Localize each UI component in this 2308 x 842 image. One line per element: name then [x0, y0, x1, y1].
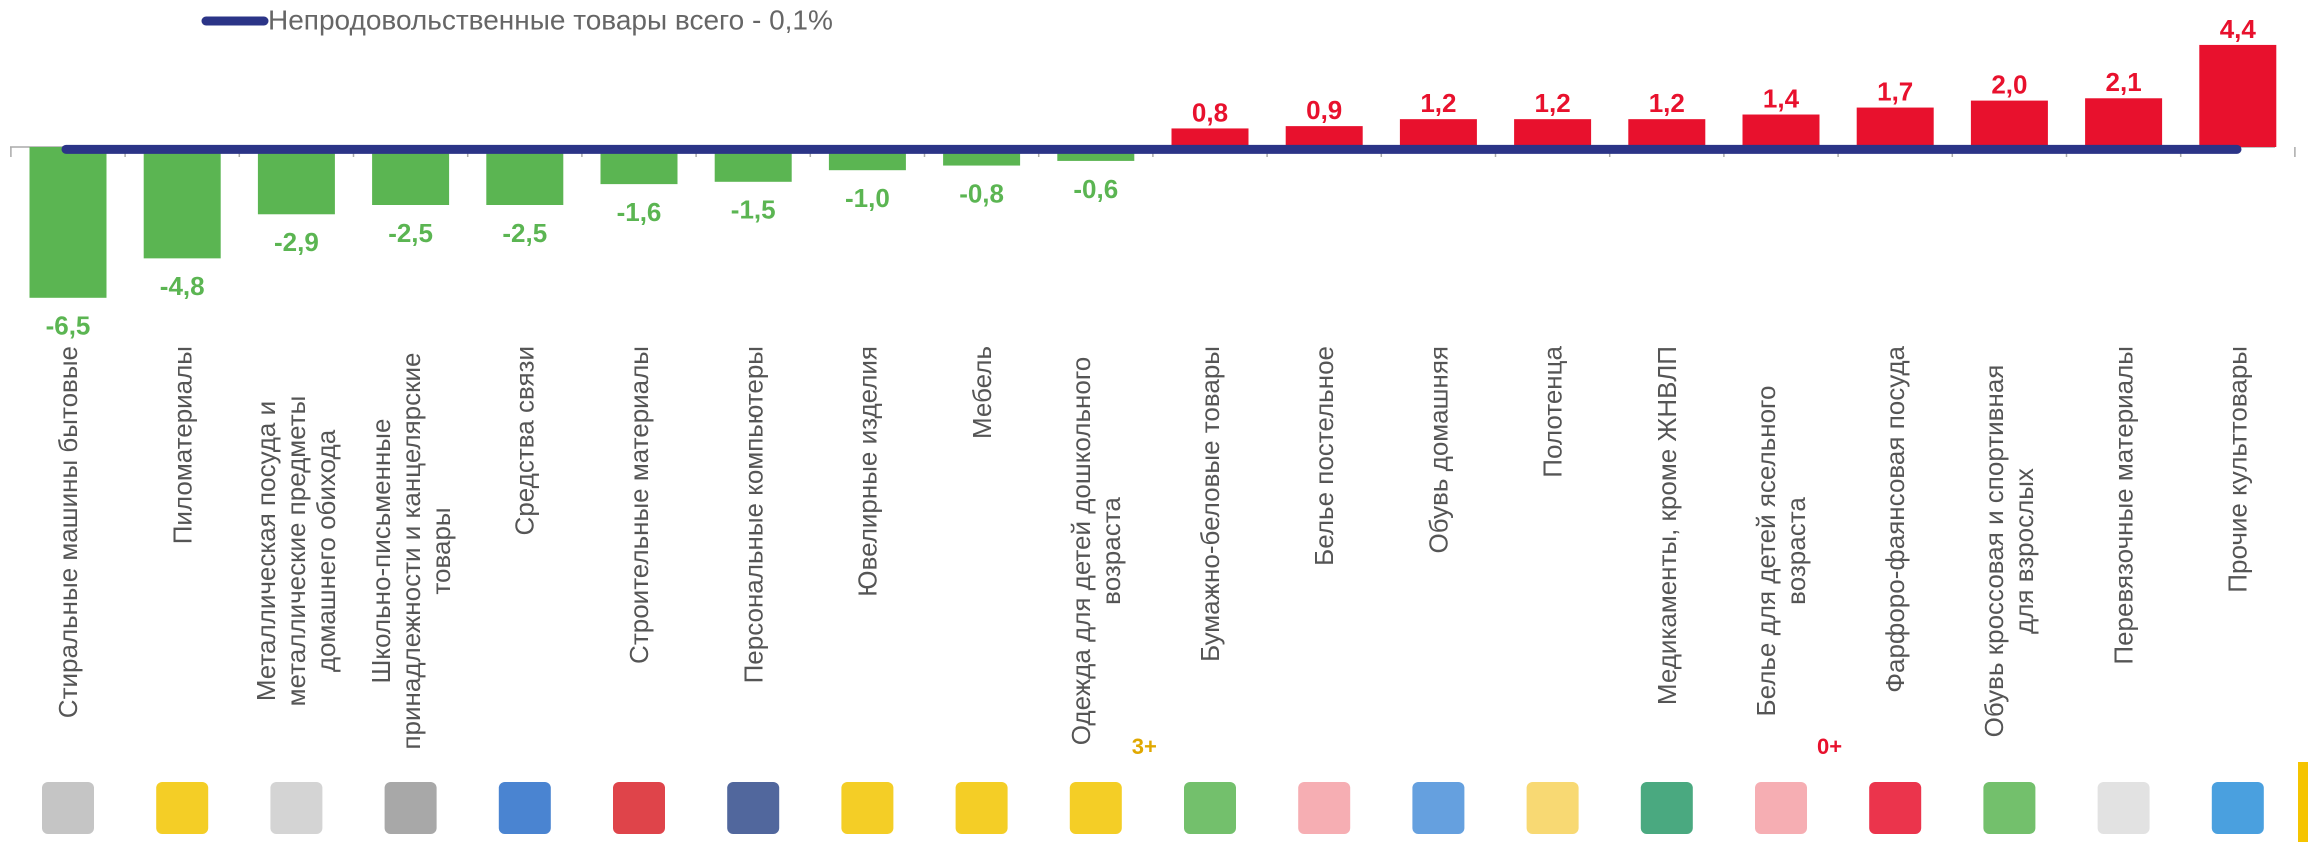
- data-label: -1,0: [845, 183, 890, 213]
- data-label: 2,1: [2106, 67, 2142, 97]
- category-icon: [1412, 782, 1464, 834]
- category-icon: [499, 782, 551, 834]
- data-label: -1,6: [617, 197, 662, 227]
- bar: [2085, 98, 2162, 147]
- bar: [1628, 119, 1705, 147]
- category-icon: [613, 782, 665, 834]
- x-tick-label: Строительные материалы: [624, 346, 654, 664]
- bar: [144, 147, 221, 258]
- data-label: 1,2: [1420, 88, 1456, 118]
- data-label: 4,4: [2220, 14, 2257, 44]
- x-tick-label: Медикаменты, кроме ЖНВЛП: [1652, 346, 1682, 705]
- data-label: -2,5: [502, 218, 547, 248]
- x-tick-label: Пиломатериалы: [167, 346, 197, 544]
- category-icon: [1641, 782, 1693, 834]
- category-icon: [841, 782, 893, 834]
- chart: Непродовольственные товары всего - 0,1% …: [0, 0, 2308, 842]
- x-tick-label: Белье для детей ясельного возраста: [1751, 346, 1811, 756]
- category-icon: [1070, 782, 1122, 834]
- data-label: 0,8: [1192, 97, 1228, 127]
- bar: [372, 147, 449, 205]
- legend-label: Непродовольственные товары всего - 0,1%: [268, 4, 833, 35]
- category-icon: [42, 782, 94, 834]
- bar: [2199, 45, 2276, 147]
- data-label: -0,6: [1073, 174, 1118, 204]
- data-label: -1,5: [731, 195, 776, 225]
- category-icon: [1298, 782, 1350, 834]
- category-icon: [270, 782, 322, 834]
- bar: [1971, 101, 2048, 147]
- icon-badge: 3+: [1132, 734, 1157, 759]
- data-label: -0,8: [959, 178, 1004, 208]
- category-icon: [956, 782, 1008, 834]
- category-icon: [2098, 782, 2150, 834]
- data-label: -4,8: [160, 271, 205, 301]
- x-tick-label: Одежда для детей дошкольного возраста: [1066, 346, 1126, 756]
- page: Непродовольственные товары всего - 0,1% …: [0, 0, 2308, 842]
- x-tick-label: Обувь домашняя: [1423, 346, 1453, 553]
- data-label: -6,5: [46, 311, 91, 341]
- bar: [486, 147, 563, 205]
- x-tick-label: Стиральные машины бытовые: [53, 346, 83, 718]
- data-label: -2,9: [274, 227, 319, 257]
- x-tick-label: Прочие культтовары: [2223, 346, 2253, 593]
- x-tick-label: Мебель: [967, 346, 997, 439]
- category-icon: [1983, 782, 2035, 834]
- bar: [258, 147, 335, 214]
- icon-badge: 0+: [1817, 734, 1842, 759]
- category-icon: [2212, 782, 2264, 834]
- edge-icon: [2298, 762, 2308, 842]
- x-tick-label: Бумажно-беловые товары: [1195, 346, 1225, 662]
- x-tick-label: Школьно-письменные принадлежности и канц…: [366, 346, 456, 756]
- bar: [30, 147, 107, 298]
- category-icon: [727, 782, 779, 834]
- category-icon: [1869, 782, 1921, 834]
- x-tick-label: Ювелирные изделия: [852, 346, 882, 597]
- data-label: 1,2: [1649, 88, 1685, 118]
- data-label: 1,2: [1535, 88, 1571, 118]
- x-tick-label: Полотенца: [1538, 346, 1568, 478]
- x-tick-label: Персональные компьютеры: [738, 346, 768, 683]
- x-tick-label: Обувь кроссовая и спортивная для взрослы…: [1979, 346, 2039, 756]
- data-label: 2,0: [1991, 69, 2027, 99]
- bar: [1172, 128, 1249, 147]
- data-label: 1,7: [1877, 76, 1913, 106]
- data-label: 0,9: [1306, 95, 1342, 125]
- data-label: -2,5: [388, 218, 433, 248]
- x-tick-label: Фарфоро-фаянсовая посуда: [1880, 346, 1910, 693]
- x-tick-label: Металлическая посуда и металлические пре…: [251, 346, 341, 756]
- category-icon: [385, 782, 437, 834]
- category-icon: [1184, 782, 1236, 834]
- bar: [1514, 119, 1591, 147]
- category-icon: [1755, 782, 1807, 834]
- bar: [1286, 126, 1363, 147]
- bar: [1400, 119, 1477, 147]
- bar: [1743, 115, 1820, 147]
- data-label: 1,4: [1763, 83, 1800, 113]
- category-icon: [156, 782, 208, 834]
- category-icon: [1527, 782, 1579, 834]
- x-tick-label: Перевязочные материалы: [2109, 346, 2139, 665]
- x-tick-label: Белье постельное: [1309, 346, 1339, 566]
- bar: [1857, 108, 1934, 147]
- x-tick-label: Средства связи: [510, 346, 540, 535]
